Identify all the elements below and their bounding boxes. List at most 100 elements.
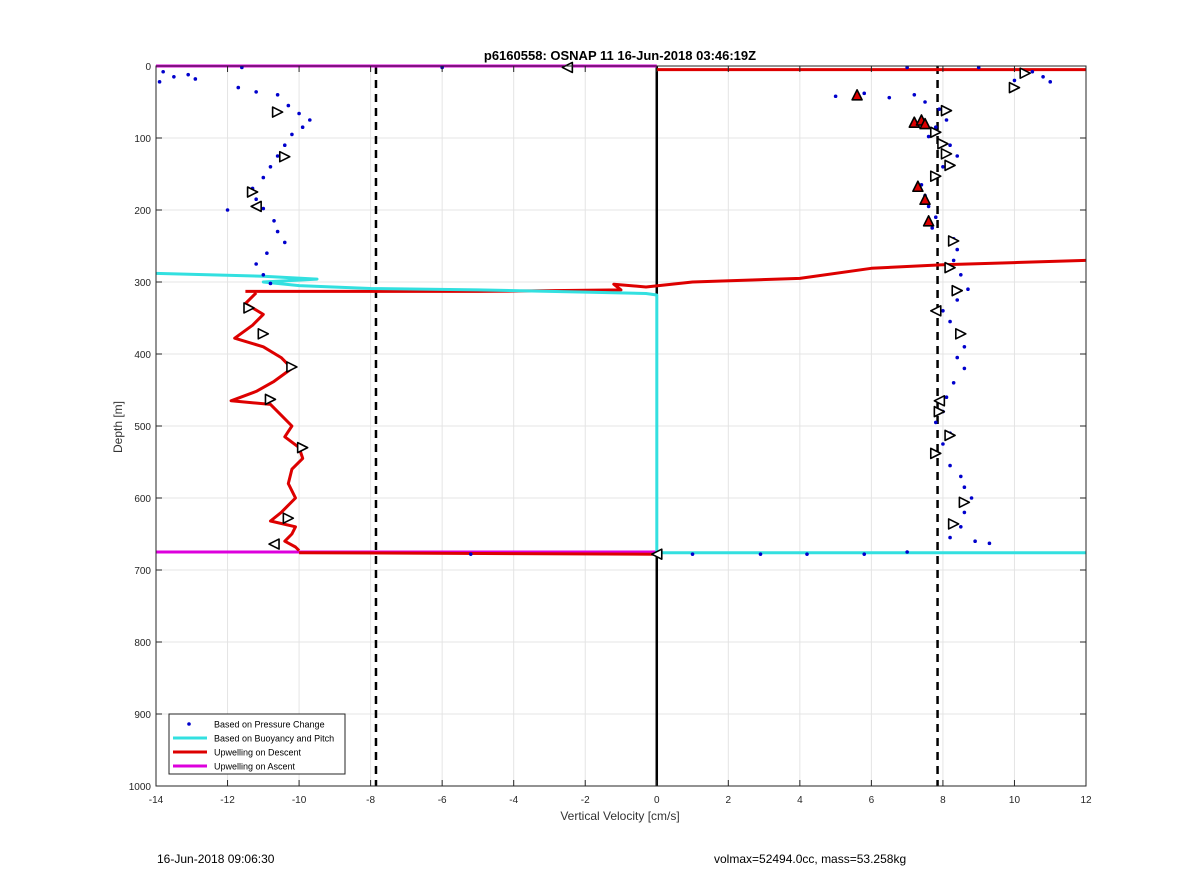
tri-right-marker	[264, 393, 277, 406]
y-tick-label: 200	[134, 206, 151, 217]
tri-up-marker	[912, 180, 924, 193]
tri-up-marker	[919, 117, 931, 130]
pressure-change-point	[926, 134, 931, 139]
tri-right-marker	[940, 148, 953, 160]
y-tick-label: 300	[134, 278, 151, 289]
tri-right-marker	[944, 429, 956, 442]
pressure-change-point	[944, 395, 949, 400]
pressure-change-point	[161, 69, 165, 74]
pressure-change-point	[468, 552, 473, 556]
legend-box	[168, 713, 346, 775]
tri-right-marker	[243, 302, 255, 314]
tri-right-marker	[947, 518, 960, 530]
tri-left-marker	[268, 538, 280, 550]
pressure-change-point	[905, 550, 909, 554]
pressure-change-point	[286, 103, 291, 108]
tri-right-marker	[929, 447, 942, 460]
pressure-change-point	[905, 65, 909, 70]
tri-right-marker	[286, 361, 298, 373]
tri-right-marker	[933, 405, 946, 418]
x-tick-label: 0	[654, 795, 660, 806]
pressure-change-point	[275, 229, 280, 234]
pressure-change-point	[976, 65, 981, 70]
pressure-change-point	[236, 85, 241, 90]
pressure-change-point	[930, 226, 934, 230]
pressure-change-point	[805, 552, 809, 556]
footer-timestamp: 16-Jun-2018 09:06:30	[157, 852, 275, 866]
pressure-change-point	[862, 91, 867, 96]
pressure-change-point	[987, 541, 992, 546]
pressure-change-point	[937, 107, 942, 111]
pressure-change-point	[300, 125, 305, 129]
y-axis-label: Depth [m]	[111, 401, 125, 453]
pressure-change-point	[969, 496, 974, 500]
pressure-change-point	[962, 366, 967, 371]
tri-left-marker	[650, 548, 663, 560]
pressure-change-point	[282, 240, 287, 245]
pressure-change-point	[1012, 78, 1017, 83]
legend-swatch-marker	[187, 722, 191, 726]
x-tick-label: -4	[509, 795, 518, 806]
legend-label: Upwelling on Descent	[214, 748, 302, 758]
pressure-change-point	[948, 319, 952, 324]
tri-right-marker	[246, 186, 259, 198]
pressure-change-point	[240, 65, 244, 70]
x-axis-label: Vertical Velocity [cm/s]	[560, 809, 679, 823]
pressure-change-point	[912, 93, 917, 97]
tri-right-marker	[1008, 81, 1021, 94]
tri-up-marker	[919, 193, 931, 205]
pressure-change-point	[941, 165, 945, 169]
pressure-change-point	[1041, 75, 1045, 79]
x-tick-label: -14	[149, 795, 164, 806]
tri-right-marker	[958, 496, 971, 509]
pressure-change-point	[268, 165, 273, 169]
pressure-change-point	[290, 132, 294, 137]
x-tick-label: 4	[797, 795, 803, 806]
pressure-change-point	[926, 204, 931, 209]
tri-right-marker	[257, 328, 270, 340]
x-tick-label: 2	[726, 795, 732, 806]
pressure-change-point	[933, 125, 938, 129]
x-tick-label: 8	[940, 795, 946, 806]
pressure-change-point	[254, 197, 258, 201]
pressure-change-point	[261, 206, 266, 211]
tri-right-marker	[296, 441, 309, 454]
tri-up-marker	[851, 89, 863, 101]
x-tick-label: -6	[438, 795, 447, 806]
pressure-change-point	[254, 90, 258, 94]
pressure-change-point	[690, 552, 695, 556]
upwelling-on-descent-line	[299, 551, 657, 556]
tri-left-marker	[561, 61, 574, 74]
pressure-change-point	[186, 72, 190, 77]
pressure-change-point	[962, 345, 967, 349]
pressure-change-point	[966, 287, 970, 292]
x-tick-label: -12	[220, 795, 235, 806]
pressure-change-point	[272, 219, 276, 223]
x-tick-label: 6	[869, 795, 875, 806]
y-tick-label: 700	[134, 566, 151, 577]
tri-left-marker	[929, 305, 942, 317]
pressure-change-point	[955, 355, 960, 360]
y-tick-label: 800	[134, 638, 151, 649]
pressure-change-point	[973, 539, 977, 543]
x-tick-label: -10	[292, 795, 307, 806]
tri-right-marker	[929, 126, 942, 139]
pressure-change-point	[862, 552, 867, 556]
pressure-change-point	[225, 208, 230, 212]
y-tick-label: 600	[134, 494, 151, 505]
tri-right-marker	[1019, 67, 1031, 79]
pressure-change-point	[941, 442, 945, 446]
pressure-change-point	[962, 510, 967, 515]
pressure-change-point	[951, 381, 956, 385]
tri-right-marker	[947, 235, 960, 247]
tri-right-marker	[929, 170, 942, 182]
pressure-change-point	[951, 258, 956, 263]
pressure-change-point	[948, 463, 952, 468]
pressure-change-point	[275, 93, 280, 97]
pressure-change-point	[959, 525, 963, 529]
pressure-change-point	[955, 298, 960, 302]
pressure-change-point	[758, 552, 763, 556]
footer-volmax-mass: volmax=52494.0cc, mass=53.258kg	[714, 852, 907, 866]
tri-right-marker	[944, 159, 956, 172]
y-tick-label: 500	[134, 422, 151, 433]
